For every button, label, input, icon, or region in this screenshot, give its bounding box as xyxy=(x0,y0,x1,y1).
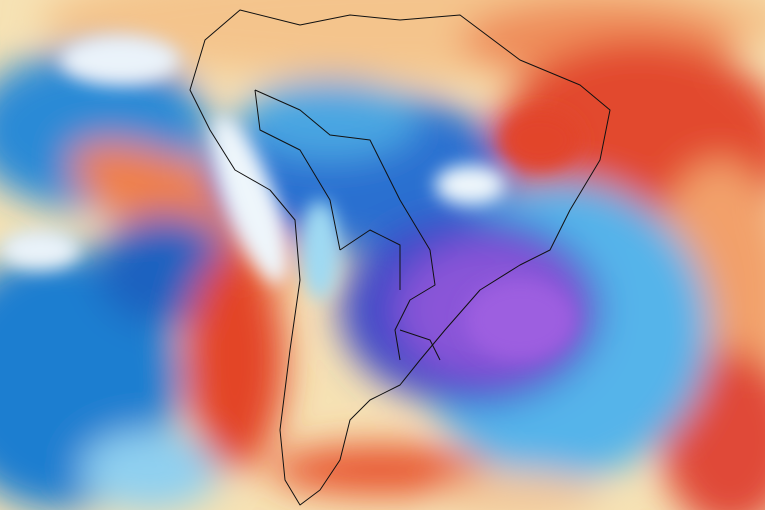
south-america-outline xyxy=(189,9,611,506)
country-borders xyxy=(254,89,441,361)
coastlines xyxy=(189,9,611,506)
detail-regions xyxy=(0,35,580,360)
